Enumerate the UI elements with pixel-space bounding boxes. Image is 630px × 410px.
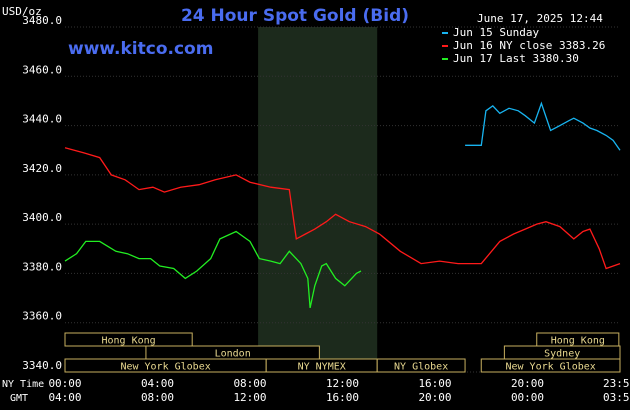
x-tick-label: 23:59 xyxy=(603,377,630,390)
y-axis-label: USD/oz xyxy=(2,5,42,18)
x2-tick-label: 03:59 xyxy=(603,391,630,404)
x-tick-label: 20:00 xyxy=(511,377,544,390)
x-axis-label: NY Time xyxy=(2,379,44,390)
x2-axis-label: GMT xyxy=(10,393,28,404)
session-highlight xyxy=(258,27,378,372)
session-label: Sydney xyxy=(544,349,580,360)
x-tick-label: 08:00 xyxy=(233,377,266,390)
x2-tick-label: 16:00 xyxy=(326,391,359,404)
session-label: New York Globex xyxy=(120,362,210,373)
y-tick-label: 3420.0 xyxy=(22,162,62,175)
y-tick-label: 3440.0 xyxy=(22,113,62,126)
x-tick-label: 04:00 xyxy=(141,377,174,390)
y-tick-label: 3360.0 xyxy=(22,310,62,323)
y-tick-label: 3340.0 xyxy=(22,359,62,372)
x-tick-label: 00:00 xyxy=(48,377,81,390)
y-tick-label: 3400.0 xyxy=(22,211,62,224)
x2-tick-label: 12:00 xyxy=(233,391,266,404)
chart-title: 24 Hour Spot Gold (Bid) xyxy=(181,6,409,26)
x-tick-label: 12:00 xyxy=(326,377,359,390)
session-label: Hong Kong xyxy=(102,336,156,347)
timestamp: June 17, 2025 12:44 xyxy=(477,12,603,25)
y-tick-label: 3480.0 xyxy=(22,14,62,27)
x2-tick-label: 04:00 xyxy=(48,391,81,404)
session-label: New York Globex xyxy=(505,362,595,373)
site-label: www.kitco.com xyxy=(68,39,213,59)
x2-tick-label: 00:00 xyxy=(511,391,544,404)
legend-label: Jun 17 Last 3380.30 xyxy=(453,52,579,65)
session-bar xyxy=(480,358,621,373)
session-label: Hong Kong xyxy=(551,336,605,347)
session-label: London xyxy=(215,349,251,360)
y-tick-label: 3460.0 xyxy=(22,63,62,76)
session-bar xyxy=(376,358,466,373)
y-tick-label: 3380.0 xyxy=(22,260,62,273)
session-label: NY Globex xyxy=(394,362,448,373)
series-line xyxy=(64,230,362,309)
x-tick-label: 16:00 xyxy=(418,377,451,390)
x2-tick-label: 20:00 xyxy=(418,391,451,404)
series-line xyxy=(64,147,621,270)
legend-label: Jun 15 Sunday xyxy=(453,26,539,39)
legend-label: Jun 16 NY close 3383.26 xyxy=(453,39,605,52)
series-line xyxy=(465,101,621,151)
session-bar xyxy=(64,332,193,347)
session-label: NY NYMEX xyxy=(298,362,346,373)
x2-tick-label: 08:00 xyxy=(141,391,174,404)
